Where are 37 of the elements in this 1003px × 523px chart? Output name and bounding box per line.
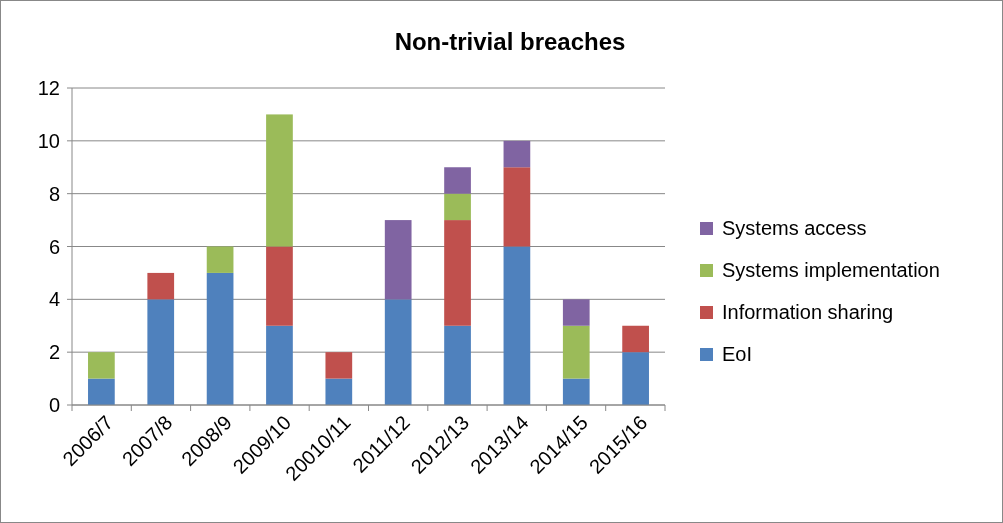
legend-label: EoI	[722, 343, 753, 365]
bar	[503, 140, 531, 168]
bar	[444, 220, 471, 326]
legend-label: Information sharing	[722, 301, 894, 323]
bar	[622, 352, 649, 405]
bar	[503, 167, 531, 247]
bar	[384, 220, 412, 300]
bar	[266, 114, 293, 247]
y-tick-label: 10	[37, 129, 60, 152]
y-tick-label: 0	[48, 394, 60, 416]
bar	[88, 352, 115, 379]
bar	[444, 167, 471, 194]
bar	[384, 299, 412, 405]
bar	[88, 378, 115, 405]
bar	[206, 246, 234, 273]
bar	[266, 325, 293, 405]
legend-label: Systems implementation	[722, 259, 940, 281]
bar	[503, 246, 531, 405]
chart-title: Non-trivial breaches	[394, 28, 626, 55]
bar	[147, 299, 175, 405]
y-tick-label: 2	[48, 341, 60, 364]
bar	[206, 272, 234, 405]
y-tick-label: 8	[48, 182, 60, 205]
bar	[562, 325, 590, 379]
legend-label: Systems access	[722, 217, 867, 239]
y-tick-label: 4	[48, 288, 60, 311]
bar	[325, 378, 353, 405]
y-tick-label: 6	[48, 235, 60, 258]
bar	[444, 193, 471, 221]
bar	[325, 352, 353, 379]
y-tick-label: 12	[37, 77, 60, 99]
bar	[147, 272, 175, 300]
bar	[562, 299, 590, 326]
bar	[266, 246, 293, 326]
bar	[444, 325, 471, 405]
bar	[622, 325, 649, 353]
bar	[562, 378, 590, 405]
